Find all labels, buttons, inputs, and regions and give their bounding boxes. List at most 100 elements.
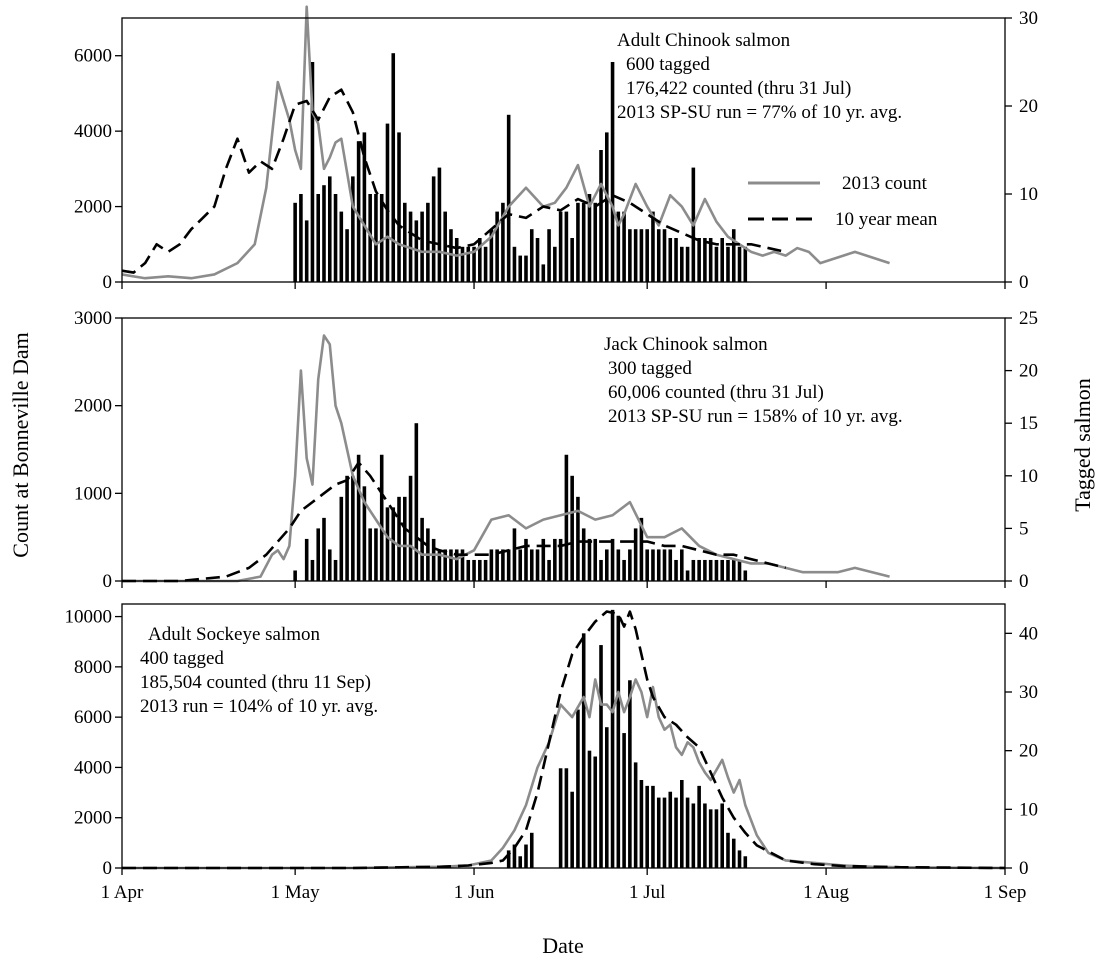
tagged-bar bbox=[610, 609, 615, 868]
tagged-bar bbox=[351, 176, 355, 282]
tagged-bar bbox=[737, 559, 742, 581]
y-tick-label-right: 25 bbox=[1019, 308, 1038, 329]
y-tick-label-right: 10 bbox=[1019, 799, 1038, 820]
tagged-bar bbox=[587, 750, 592, 868]
y-tick-label-right: 40 bbox=[1019, 623, 1038, 644]
tagged-bar bbox=[593, 538, 598, 581]
tagged-bar bbox=[708, 238, 713, 282]
tagged-bar bbox=[397, 496, 401, 581]
tagged-bar bbox=[454, 549, 459, 581]
tagged-bar bbox=[622, 211, 626, 282]
tagged-bar bbox=[743, 246, 748, 282]
panel-annotation: 400 tagged bbox=[140, 648, 224, 669]
tagged-bar bbox=[737, 850, 742, 868]
tagged-bar bbox=[472, 246, 476, 282]
tagged-bar bbox=[616, 615, 621, 868]
tagged-bar bbox=[576, 709, 580, 868]
tagged-bar bbox=[628, 229, 632, 282]
tagged-bar bbox=[437, 549, 442, 581]
tagged-bar bbox=[680, 780, 684, 868]
panel-adult-chinook-salmon: 0 2000 4000 6000 0 10 20 30 Adult Chinook salmon… bbox=[74, 5, 1038, 293]
tagged-bar bbox=[478, 238, 482, 282]
tagged-bar bbox=[553, 246, 557, 282]
tagged-bar bbox=[391, 53, 396, 283]
tagged-bar bbox=[558, 211, 563, 282]
tagged-bar bbox=[529, 832, 534, 868]
tagged-bar bbox=[460, 246, 465, 282]
panel-jack-chinook-salmon: 0 1000 2000 3000 0 5 10 15 20 25 Jack Chinook salm… bbox=[74, 308, 1038, 592]
plot-frame bbox=[121, 17, 1006, 283]
panel-annotation: 2013 run = 104% of 10 yr. avg. bbox=[140, 696, 378, 717]
tagged-bar bbox=[726, 559, 730, 581]
legend-count-label: 2013 count bbox=[842, 173, 928, 194]
tagged-bar bbox=[662, 797, 667, 868]
tagged-bar bbox=[345, 229, 349, 282]
tagged-bar bbox=[691, 559, 696, 581]
tagged-bar bbox=[495, 211, 499, 282]
tagged-bar bbox=[697, 785, 701, 868]
tagged-bar bbox=[570, 238, 574, 282]
ten-year-mean-line bbox=[121, 88, 786, 274]
tagged-bar bbox=[495, 549, 499, 581]
tagged-bar bbox=[743, 856, 748, 868]
tagged-bar bbox=[466, 246, 471, 282]
tagged-bar bbox=[633, 762, 638, 868]
tagged-bar bbox=[443, 211, 447, 282]
y-tick-label-left: 4000 bbox=[74, 121, 112, 142]
tagged-bar bbox=[414, 423, 419, 581]
tagged-bar bbox=[327, 176, 332, 282]
tagged-bar bbox=[518, 549, 523, 581]
panel-annotation: 300 tagged bbox=[608, 358, 692, 379]
tagged-bar bbox=[720, 803, 724, 868]
tagged-bar bbox=[322, 517, 326, 581]
tagged-bar bbox=[581, 528, 586, 581]
x-tick-label: 1 Jun bbox=[454, 882, 495, 903]
tagged-bar bbox=[633, 229, 638, 282]
tagged-bar bbox=[501, 202, 505, 282]
tagged-bar bbox=[685, 246, 690, 282]
tagged-bar bbox=[403, 496, 407, 581]
ten-year-mean-line bbox=[122, 461, 787, 583]
x-tick-label: 1 Apr bbox=[101, 882, 144, 903]
tagged-bar bbox=[720, 238, 724, 282]
tagged-bar bbox=[714, 559, 719, 581]
tagged-bar bbox=[339, 496, 344, 581]
tagged-bar bbox=[443, 549, 447, 581]
tagged-bar bbox=[478, 559, 482, 581]
tagged-bar bbox=[656, 229, 661, 282]
tagged-bar bbox=[431, 176, 436, 282]
tagged-bar bbox=[299, 194, 303, 282]
y-axis-label-left: Count at Bonneville Dam bbox=[8, 332, 33, 557]
tagged-bar bbox=[506, 850, 511, 868]
tagged-bar bbox=[316, 528, 321, 581]
tagged-bar bbox=[697, 559, 701, 581]
y-tick-label-left: 0 bbox=[103, 858, 113, 879]
tagged-bar bbox=[651, 211, 655, 282]
tagged-bar bbox=[304, 538, 309, 581]
tagged-bar bbox=[616, 211, 621, 282]
y-tick-label-left: 6000 bbox=[74, 707, 112, 728]
tagged-bar bbox=[668, 549, 673, 581]
x-tick-label: 1 Aug bbox=[803, 882, 849, 903]
tagged-bar bbox=[437, 167, 442, 282]
tagged-bar bbox=[322, 185, 326, 282]
tagged-bar bbox=[564, 211, 569, 282]
y-tick-label-right: 0 bbox=[1019, 858, 1029, 879]
tagged-bar bbox=[622, 559, 626, 581]
tagged-bar bbox=[656, 549, 661, 581]
count-2013-line bbox=[122, 678, 1006, 870]
tagged-bar bbox=[506, 549, 511, 581]
y-tick-label-left: 1000 bbox=[74, 483, 112, 504]
tagged-bar bbox=[685, 570, 690, 581]
tagged-bar bbox=[449, 549, 453, 581]
y-tick-label-left: 4000 bbox=[74, 757, 112, 778]
tagged-bar bbox=[639, 780, 644, 868]
tagged-bar bbox=[731, 559, 736, 581]
tagged-bar bbox=[541, 264, 546, 282]
tagged-bar bbox=[628, 549, 632, 581]
tagged-bar bbox=[529, 229, 534, 282]
tagged-bar bbox=[668, 238, 673, 282]
tagged-bar bbox=[524, 255, 528, 282]
tagged-bar bbox=[674, 238, 678, 282]
tagged-bar bbox=[737, 246, 742, 282]
